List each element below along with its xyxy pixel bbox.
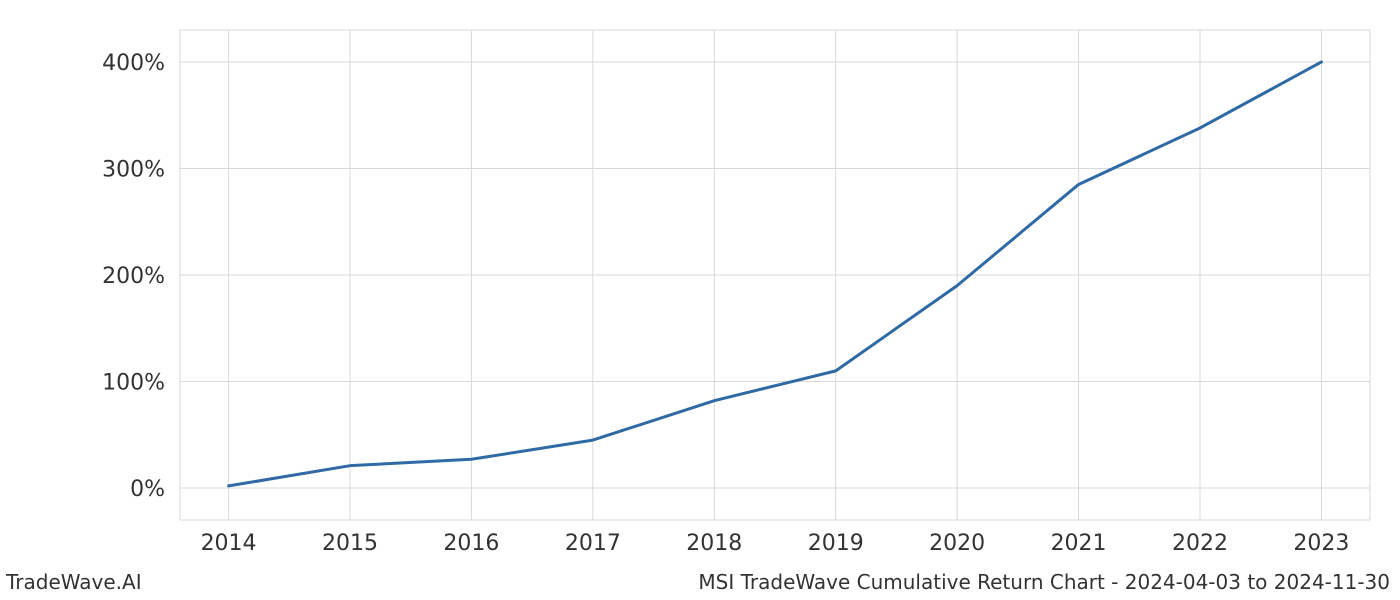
x-tick-label: 2021	[1051, 531, 1107, 556]
x-tick-label: 2018	[686, 531, 742, 556]
y-tick-label: 200%	[102, 264, 165, 289]
x-tick-label: 2015	[322, 531, 378, 556]
x-tick-label: 2014	[201, 531, 257, 556]
y-tick-label: 300%	[102, 157, 165, 182]
chart-container: 2014 2015 2016 2017 2018 2019 2020 2021 2022 2023…	[0, 0, 1400, 600]
line-chart: 2014 2015 2016 2017 2018 2019 2020 2021 2022 2023…	[0, 0, 1400, 600]
y-tick-label: 0%	[130, 477, 165, 502]
x-tick-label: 2020	[929, 531, 985, 556]
x-tick-label: 2016	[443, 531, 499, 556]
y-tick-label: 400%	[102, 51, 165, 76]
x-tick-label: 2022	[1172, 531, 1228, 556]
footer-left-label: TradeWave.AI	[6, 570, 142, 594]
x-tick-label: 2019	[808, 531, 864, 556]
y-tick-label: 100%	[102, 371, 165, 396]
footer-right-label: MSI TradeWave Cumulative Return Chart - …	[698, 570, 1390, 594]
x-tick-label: 2023	[1293, 531, 1349, 556]
x-tick-label: 2017	[565, 531, 621, 556]
chart-background	[0, 0, 1400, 600]
